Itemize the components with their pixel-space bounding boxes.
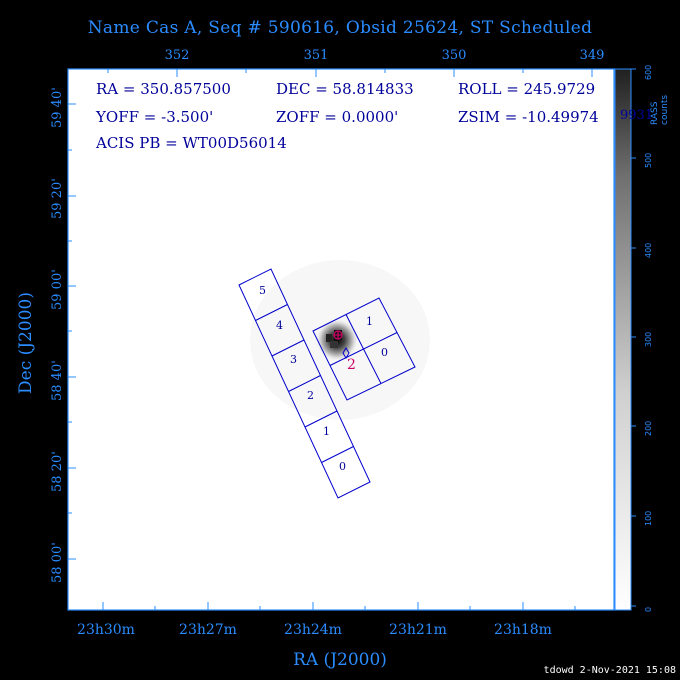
footer-stamp: tdowd 2-Nov-2021 15:08 (543, 665, 676, 676)
top-axis-ticks (107, 69, 593, 77)
left-tick-59-20: 59 20' (50, 178, 65, 219)
info-zsim: ZSIM = -10.49974 (458, 108, 599, 126)
top-tick-351: 351 (303, 48, 329, 63)
colorbar-tick: 100 (644, 510, 653, 526)
colorbar-label: RASS counts (650, 94, 670, 125)
bottom-tick-23h24m: 23h24m (284, 622, 342, 638)
top-tick-352: 352 (164, 48, 190, 63)
bottom-axis-ticks (102, 602, 576, 610)
left-tick-58-40: 58 40' (50, 360, 65, 401)
info-dec: DEC = 58.814833 (276, 80, 414, 98)
info-zoff: ZOFF = 0.0000' (276, 108, 399, 126)
plot-frame (67, 68, 615, 611)
bottom-tick-23h21m: 23h21m (389, 622, 447, 638)
page-title: Name Cas A, Seq # 590616, Obsid 25624, S… (87, 18, 593, 38)
colorbar-tick: 500 (644, 152, 653, 168)
info-ra: RA = 350.857500 (96, 80, 231, 98)
chip-s-label: 1 (323, 425, 330, 438)
colorbar-ticks (631, 68, 636, 607)
bottom-tick-23h27m: 23h27m (179, 622, 237, 638)
info-acis-pb: ACIS PB = WT00D56014 (96, 134, 287, 152)
chip-s-label: 5 (259, 284, 266, 297)
marker-label: 2 (347, 357, 356, 373)
chip-s-label: 4 (276, 319, 283, 332)
chip-i-label: 0 (381, 346, 388, 359)
source-cas-a (315, 318, 359, 362)
bottom-tick-23h30m: 23h30m (77, 622, 135, 638)
left-tick-59-00: 59 00' (50, 269, 65, 310)
chip-s-label: 2 (307, 389, 314, 402)
left-axis-ticks (68, 103, 76, 560)
x-axis-label: RA (J2000) (293, 650, 387, 670)
colorbar-frame (614, 68, 632, 611)
colorbar-tick: 0 (644, 606, 653, 612)
chip-s-label: 0 (339, 460, 346, 473)
left-tick-58-20: 58 20' (50, 451, 65, 492)
colorbar-tick: 600 (644, 64, 653, 80)
top-tick-350: 350 (441, 48, 467, 63)
acis-i-array (312, 297, 416, 401)
y-axis-label: Dec (J2000) (16, 292, 36, 394)
info-zsim-overflow: 9931 (620, 108, 654, 123)
bottom-tick-23h18m: 23h18m (494, 622, 552, 638)
acis-s-array (238, 268, 371, 499)
info-yoff: YOFF = -3.500' (96, 108, 214, 126)
top-tick-349: 349 (579, 48, 605, 63)
aimpoint-marker (333, 330, 343, 340)
left-tick-59-40: 59 40' (50, 87, 65, 128)
colorbar-gradient (615, 69, 631, 610)
colorbar-tick: 300 (644, 331, 653, 347)
chip-i-label: 1 (366, 315, 373, 328)
colorbar-tick: 400 (644, 242, 653, 258)
colorbar-tick: 200 (644, 420, 653, 436)
info-roll: ROLL = 245.9729 (458, 80, 596, 98)
left-tick-58-00: 58 00' (50, 542, 65, 583)
pointing-marker (342, 347, 350, 359)
chip-s-label: 3 (290, 353, 297, 366)
